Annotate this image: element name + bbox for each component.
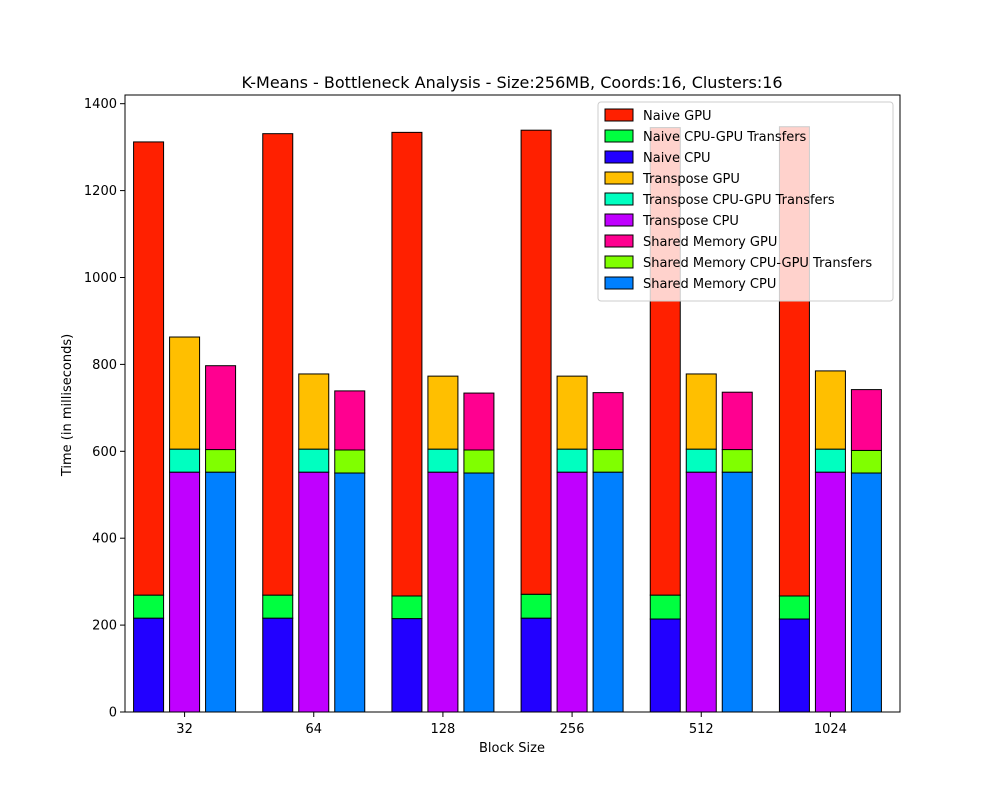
y-axis-label: Time (in milliseconds) xyxy=(60,334,75,477)
bar-shared-memory-gpu-128 xyxy=(463,392,495,451)
y-tick-label-1200: 1200 xyxy=(84,184,117,199)
bar-transpose-gpu-32 xyxy=(169,336,201,450)
bar-shared-memory-gpu-512 xyxy=(721,391,753,451)
bar-transpose-cpu-512 xyxy=(685,471,717,713)
legend-swatch-naive-cpu xyxy=(604,150,634,164)
y-tick-label-800: 800 xyxy=(92,358,117,373)
bar-transpose-cpu-gpu-transfers-1024 xyxy=(814,448,846,473)
legend-label-shared-memory-gpu: Shared Memory GPU xyxy=(643,235,777,250)
x-tick-label-64: 64 xyxy=(305,722,322,737)
bar-transpose-gpu-1024 xyxy=(814,370,846,450)
legend-swatch-transpose-cpu-gpu-transfers xyxy=(604,192,634,206)
legend: Naive GPU Naive CPU-GPU Transfers Naive CP… xyxy=(597,101,894,302)
bar-naive-gpu-32 xyxy=(133,141,165,596)
bar-naive-cpu-64 xyxy=(262,617,294,713)
legend-label-shared-memory-cpu-gpu-transfers: Shared Memory CPU-GPU Transfers xyxy=(643,256,872,271)
bar-transpose-gpu-256 xyxy=(556,375,588,450)
x-tick-label-32: 32 xyxy=(176,722,193,737)
legend-label-naive-gpu: Naive GPU xyxy=(643,109,712,124)
bar-transpose-cpu-gpu-transfers-512 xyxy=(685,448,717,473)
legend-label-transpose-cpu-gpu-transfers: Transpose CPU-GPU Transfers xyxy=(642,193,835,208)
bar-transpose-cpu-gpu-transfers-64 xyxy=(298,448,330,473)
y-tick-label-0: 0 xyxy=(109,706,117,721)
bar-transpose-gpu-512 xyxy=(685,373,717,450)
bar-transpose-cpu-gpu-transfers-32 xyxy=(169,448,201,473)
bar-transpose-cpu-gpu-transfers-256 xyxy=(556,448,588,473)
bar-transpose-cpu-64 xyxy=(298,471,330,713)
legend-label-shared-memory-cpu: Shared Memory CPU xyxy=(643,277,776,292)
legend-swatch-shared-memory-cpu xyxy=(604,276,634,290)
bar-naive-cpu-gpu-transfers-256 xyxy=(520,593,552,619)
bar-naive-cpu-gpu-transfers-1024 xyxy=(778,595,810,620)
bar-transpose-cpu-32 xyxy=(169,471,201,713)
bar-transpose-gpu-64 xyxy=(298,373,330,450)
bar-naive-gpu-64 xyxy=(262,133,294,596)
y-tick-label-400: 400 xyxy=(92,532,117,547)
bar-shared-memory-cpu-gpu-transfers-512 xyxy=(721,449,753,473)
bar-naive-cpu-256 xyxy=(520,617,552,713)
bar-shared-memory-cpu-gpu-transfers-1024 xyxy=(850,449,882,474)
bar-naive-gpu-256 xyxy=(520,129,552,595)
bar-transpose-cpu-256 xyxy=(556,471,588,713)
bar-naive-cpu-gpu-transfers-32 xyxy=(133,594,165,619)
bar-shared-memory-cpu-32 xyxy=(205,471,237,713)
axes-layer: 0 200 400 600 800 1000 1200 1400 32 64 128 256 512 10… xyxy=(84,94,901,737)
legend-label-naive-cpu: Naive CPU xyxy=(643,151,711,166)
bar-naive-cpu-32 xyxy=(133,617,165,713)
bar-naive-cpu-gpu-transfers-64 xyxy=(262,594,294,619)
y-tick-label-1400: 1400 xyxy=(84,97,117,112)
bar-naive-cpu-1024 xyxy=(778,618,810,713)
x-tick-label-128: 128 xyxy=(431,722,456,737)
legend-label-transpose-cpu: Transpose CPU xyxy=(642,214,739,229)
bar-transpose-gpu-128 xyxy=(427,375,459,450)
bar-naive-cpu-512 xyxy=(649,618,681,713)
legend-box xyxy=(597,101,894,302)
legend-swatch-shared-memory-cpu-gpu-transfers xyxy=(604,255,634,269)
x-tick-label-1024: 1024 xyxy=(814,722,847,737)
legend-swatch-naive-gpu xyxy=(604,108,634,122)
bar-shared-memory-cpu-gpu-transfers-32 xyxy=(205,449,237,473)
bar-shared-memory-cpu-gpu-transfers-128 xyxy=(463,449,495,474)
bar-naive-cpu-gpu-transfers-128 xyxy=(391,595,423,620)
plot-frame xyxy=(124,94,901,713)
x-tick-label-256: 256 xyxy=(560,722,585,737)
bar-naive-cpu-128 xyxy=(391,618,423,713)
legend-label-transpose-gpu: Transpose GPU xyxy=(642,172,740,187)
x-axis-label: Block Size xyxy=(479,741,545,756)
bar-transpose-cpu-1024 xyxy=(814,471,846,713)
bar-shared-memory-cpu-gpu-transfers-256 xyxy=(592,449,624,473)
bar-naive-cpu-gpu-transfers-512 xyxy=(649,594,681,620)
x-tick-label-512: 512 xyxy=(689,722,714,737)
bar-shared-memory-cpu-gpu-transfers-64 xyxy=(334,449,366,474)
bar-transpose-cpu-128 xyxy=(427,471,459,713)
bar-shared-memory-cpu-128 xyxy=(463,472,495,713)
bar-shared-memory-gpu-1024 xyxy=(850,389,882,451)
bar-shared-memory-cpu-64 xyxy=(334,472,366,713)
bar-shared-memory-cpu-1024 xyxy=(850,472,882,713)
chart-title: K-Means - Bottleneck Analysis - Size:256… xyxy=(241,73,782,92)
legend-label-naive-cpu-gpu-transfers: Naive CPU-GPU Transfers xyxy=(643,130,807,145)
legend-swatch-transpose-cpu xyxy=(604,213,634,227)
y-tick-label-600: 600 xyxy=(92,445,117,460)
legend-swatch-shared-memory-gpu xyxy=(604,234,634,248)
legend-swatch-transpose-gpu xyxy=(604,171,634,185)
bar-shared-memory-gpu-256 xyxy=(592,392,624,451)
bar-shared-memory-cpu-256 xyxy=(592,471,624,713)
y-tick-label-1000: 1000 xyxy=(84,271,117,286)
legend-swatch-naive-cpu-gpu-transfers xyxy=(604,129,634,143)
bar-shared-memory-gpu-64 xyxy=(334,390,366,451)
bar-shared-memory-gpu-32 xyxy=(205,365,237,451)
bar-shared-memory-cpu-512 xyxy=(721,471,753,713)
bar-transpose-cpu-gpu-transfers-128 xyxy=(427,448,459,473)
bar-naive-gpu-128 xyxy=(391,131,423,597)
y-tick-label-200: 200 xyxy=(92,619,117,634)
